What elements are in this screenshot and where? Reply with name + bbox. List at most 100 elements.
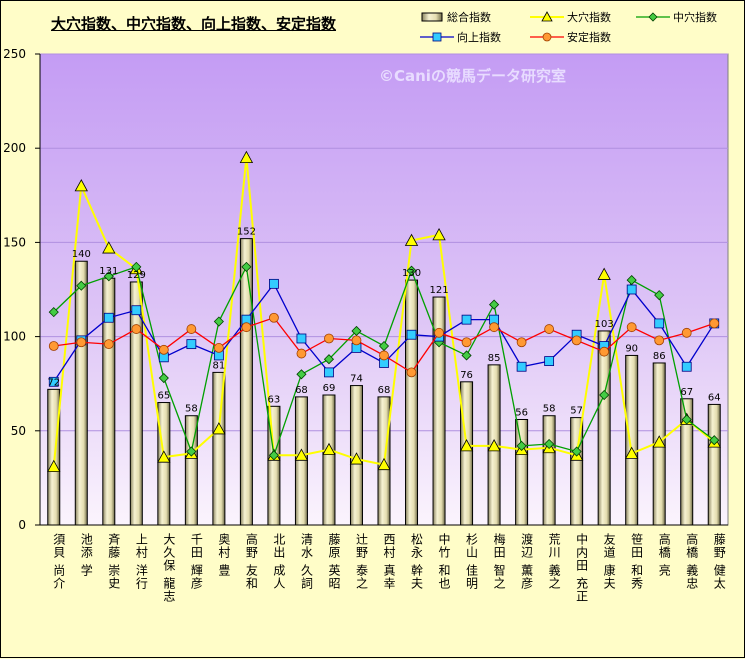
marker-向上-3 — [103, 312, 114, 323]
bar-label-9: 63 — [268, 394, 281, 405]
marker-中穴-17 — [489, 299, 500, 310]
category-label-6: 千田 輝彦 — [189, 533, 203, 590]
bar-label-15: 121 — [429, 285, 448, 296]
y-tick-label-250: 250 — [3, 47, 26, 61]
y-tick-label-150: 150 — [3, 235, 26, 249]
legend-label: 安定指数 — [567, 31, 611, 44]
bar-label-10: 68 — [295, 385, 308, 396]
bar-8 — [239, 238, 253, 526]
marker-安定-11 — [324, 333, 334, 344]
marker-中穴-18 — [516, 440, 527, 451]
category-label-16: 杉山 佳明 — [465, 533, 479, 590]
marker-大穴-22 — [625, 446, 639, 459]
bar-11 — [322, 394, 336, 526]
marker-向上-18 — [516, 361, 527, 372]
marker-中穴-9 — [268, 450, 279, 461]
bar-7 — [212, 371, 226, 526]
marker-安定-7 — [213, 343, 224, 353]
marker-中穴-4 — [131, 261, 142, 272]
bar-label-2: 140 — [72, 249, 91, 260]
marker-中穴-7 — [213, 316, 224, 327]
marker-中穴-8 — [241, 261, 252, 272]
category-label-20: 中内田 充正 — [575, 532, 589, 603]
category-label-19: 荒川 義之 — [547, 533, 561, 590]
marker-中穴-16 — [461, 350, 472, 361]
marker-安定-22 — [626, 322, 637, 333]
bar-label-5: 65 — [157, 391, 170, 402]
marker-安定-19 — [544, 324, 555, 334]
marker-安定-5 — [158, 344, 169, 355]
category-label-24: 高橋 義忠 — [685, 532, 699, 590]
marker-中穴-11 — [323, 354, 335, 365]
legend-item-中穴指数: 中穴指数 — [636, 9, 717, 25]
bar-label-4: 129 — [127, 270, 146, 281]
marker-安定-21 — [599, 346, 610, 357]
category-label-7: 奥村 豊 — [217, 533, 231, 577]
marker-中穴-24 — [681, 414, 692, 425]
marker-向上-11 — [324, 367, 334, 378]
category-label-25: 藤野 健太 — [712, 533, 726, 590]
category-label-14: 松永 幹夫 — [410, 533, 424, 590]
category-label-23: 高橋 亮 — [657, 532, 671, 577]
category-label-8: 高野 友和 — [244, 532, 258, 590]
marker-安定-16 — [461, 337, 472, 348]
bar-label-20: 57 — [570, 406, 583, 417]
marker-中穴-14 — [406, 265, 417, 276]
bar-label-11: 69 — [323, 383, 336, 394]
bar-22 — [625, 354, 639, 526]
y-tick-label-50: 50 — [11, 424, 26, 438]
category-label-21: 友道 康夫 — [602, 533, 616, 590]
category-label-17: 梅田 智之 — [492, 532, 506, 590]
category-label-13: 西村 真幸 — [382, 533, 396, 590]
category-label-3: 斉藤 崇史 — [107, 532, 121, 590]
marker-中穴-6 — [186, 446, 197, 457]
marker-安定-6 — [186, 324, 197, 334]
series-安定指数 — [48, 312, 720, 378]
bar-label-21: 103 — [595, 319, 614, 330]
category-label-15: 中竹 和也 — [437, 532, 451, 590]
marker-安定-3 — [103, 339, 114, 350]
marker-中穴-2 — [76, 280, 87, 291]
category-label-22: 笹田 和秀 — [630, 533, 644, 590]
bar-19 — [542, 415, 556, 526]
marker-大穴-8 — [239, 150, 254, 164]
legend-item-向上指数: 向上指数 — [420, 29, 501, 45]
marker-大穴-5 — [157, 450, 171, 463]
marker-向上-24 — [681, 361, 692, 372]
y-tick-label-100: 100 — [3, 330, 26, 344]
marker-向上-19 — [544, 356, 555, 366]
series-中穴指数 — [48, 261, 720, 461]
marker-中穴-3 — [103, 271, 114, 282]
marker-中穴-1 — [48, 307, 59, 318]
category-label-2: 池添 学 — [79, 533, 93, 577]
marker-大穴-12 — [349, 452, 364, 465]
category-label-18: 渡辺 薫彦 — [520, 532, 534, 590]
marker-中穴-13 — [378, 340, 390, 352]
marker-中穴-19 — [544, 438, 555, 450]
category-label-1: 須貝 尚介 — [52, 533, 66, 590]
bar-label-12: 74 — [350, 374, 363, 385]
bar-label-8: 152 — [237, 227, 256, 238]
marker-安定-2 — [76, 337, 87, 348]
marker-向上-1 — [48, 376, 59, 387]
legend-label: 総合指数 — [447, 11, 491, 24]
marker-安定-15 — [434, 327, 444, 338]
marker-大穴-13 — [377, 457, 391, 471]
marker-向上-6 — [186, 339, 197, 350]
bar-label-6: 58 — [185, 404, 198, 415]
category-label-11: 藤原 英昭 — [327, 533, 341, 590]
marker-向上-10 — [296, 333, 307, 344]
marker-大穴-16 — [459, 439, 474, 452]
marker-安定-14 — [406, 367, 417, 378]
marker-向上-16 — [461, 314, 472, 325]
marker-向上-9 — [269, 278, 279, 289]
legend-swatch — [421, 12, 443, 22]
marker-中穴-20 — [571, 446, 582, 457]
legend-label: 向上指数 — [457, 31, 501, 44]
legend-label: 大穴指数 — [567, 11, 611, 24]
bar-label-7: 81 — [213, 360, 226, 371]
marker-安定-18 — [516, 337, 527, 348]
bar-label-18: 56 — [515, 407, 528, 418]
bar-5 — [157, 402, 171, 526]
